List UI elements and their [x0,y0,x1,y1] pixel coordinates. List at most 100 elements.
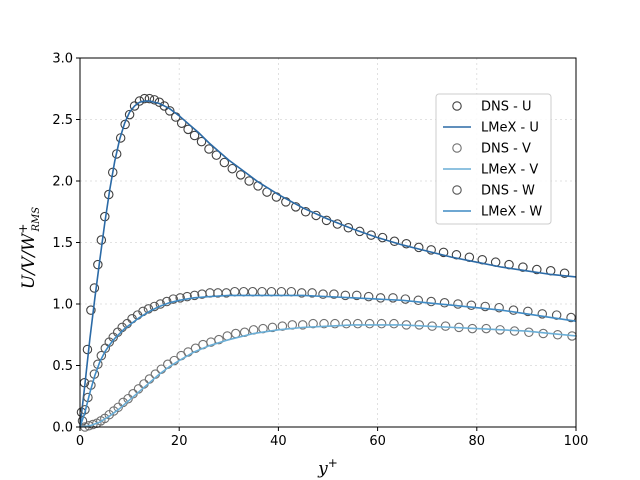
data-point-dns-v [319,318,329,329]
legend-entry-label: LMeX - U [481,121,539,136]
data-point-dns-u [559,268,570,278]
data-point-dns-v [123,393,133,404]
y-axis-label: U/V/W+RMS [16,207,42,289]
series-lmex-w [79,294,577,428]
data-point-dns-u [165,106,175,116]
data-point-dns-w [537,309,548,319]
x-tick-label: 100 [564,434,589,449]
data-point-dns-v [190,343,201,354]
y-tick-label: 1.0 [52,298,73,313]
legend-entry-label: DNS - W [481,184,535,199]
data-point-dns-w [375,293,386,303]
data-point-dns-u [227,163,238,174]
legend-marker-swatch [452,185,462,195]
y-tick-label: 2.0 [52,175,73,190]
data-point-dns-u [139,93,150,104]
legend-entry-label: DNS - U [481,100,531,115]
data-point-dns-v [88,419,98,430]
legend: DNS - U LMeX - U DNS - V LMeX - V DNS - W LMe… [435,93,552,225]
legend-entry-label: LMeX - W [481,205,542,220]
data-point-dns-u [204,144,214,154]
y-tick-label: 2.5 [52,113,73,128]
x-tick-label: 40 [270,434,287,449]
x-axis-label-sup: + [328,456,338,470]
y-tick-label: 1.5 [52,236,73,251]
series-lmex-u [79,100,577,428]
data-point-dns-u [219,157,230,168]
data-point-dns-u [211,150,222,160]
data-point-dns-u [426,245,436,255]
y-tick-label: 0.5 [52,359,73,374]
series-dns-w [77,286,576,426]
data-point-dns-u [196,136,207,147]
data-point-dns-w [175,293,185,303]
data-point-dns-v [376,318,387,329]
data-point-dns-u [451,250,462,260]
data-point-dns-w [388,293,398,303]
series-line-lmex-w [79,294,577,428]
series-lmex-v [79,324,577,428]
data-point-dns-w [426,296,436,307]
data-point-dns-v [297,320,308,330]
data-point-dns-w [307,288,317,298]
x-axis-label: y+ [317,456,338,479]
tick-layer: 0 20 40 60 80 100 0.0 0.5 1.0 1.5 2.0 2.5 3.0 [52,52,588,450]
data-point-dns-u [438,247,449,258]
data-point-dns-v [330,318,340,329]
data-point-dns-w [189,290,200,301]
data-point-dns-w [413,295,424,306]
data-point-dns-u [89,283,100,293]
y-axis-label-main: U/V/W [19,232,39,289]
data-point-dns-v [214,334,224,345]
data-point-dns-u [343,222,354,233]
data-point-dns-u [532,264,542,275]
data-point-dns-u [144,93,155,104]
data-point-dns-v [341,318,352,329]
data-point-dns-u [235,170,246,180]
data-point-dns-w [551,310,562,320]
data-point-dns-u [93,259,103,270]
data-point-dns-u [159,101,170,111]
y-tick-label: 0.0 [52,421,73,436]
data-point-dns-w [363,291,374,302]
y-axis-label-sup: + [16,224,30,234]
data-point-dns-u [244,176,254,186]
data-point-dns-v [389,318,399,329]
data-point-dns-w [352,290,362,301]
series-layer [76,93,577,432]
data-point-dns-u [401,238,412,249]
data-point-dns-v [364,318,375,329]
data-point-dns-v [353,318,363,329]
data-point-dns-v [267,322,278,333]
legend-marker-swatch [452,143,462,153]
data-point-dns-w [508,305,519,315]
data-point-dns-u [149,95,160,105]
data-point-dns-w [453,299,463,309]
data-point-dns-u [366,230,376,240]
data-point-dns-v [277,321,288,331]
data-point-dns-u [86,305,96,315]
legend-marker-swatch [452,101,462,111]
data-point-dns-w [168,294,179,304]
data-point-dns-w [296,288,307,298]
y-tick-label: 3.0 [52,52,73,67]
series-dns-v [80,318,577,432]
data-point-dns-u [82,344,93,355]
legend-entry-label: LMeX - V [481,163,538,178]
data-point-dns-u [129,101,140,111]
data-point-dns-w [329,289,339,299]
data-point-dns-w [566,312,576,323]
x-tick-label: 0 [76,434,84,449]
data-point-dns-u [189,130,200,141]
data-point-dns-u [354,226,365,237]
legend-entry-label: DNS - V [481,142,531,157]
data-point-dns-w [77,416,88,426]
data-point-dns-v [113,402,123,413]
data-point-dns-w [494,302,504,313]
data-point-dns-w [182,291,192,302]
data-point-dns-w [523,306,533,317]
y-axis-label-sub: RMS [31,207,42,233]
data-point-dns-w [400,294,411,304]
x-axis-label-main: y [317,459,328,479]
